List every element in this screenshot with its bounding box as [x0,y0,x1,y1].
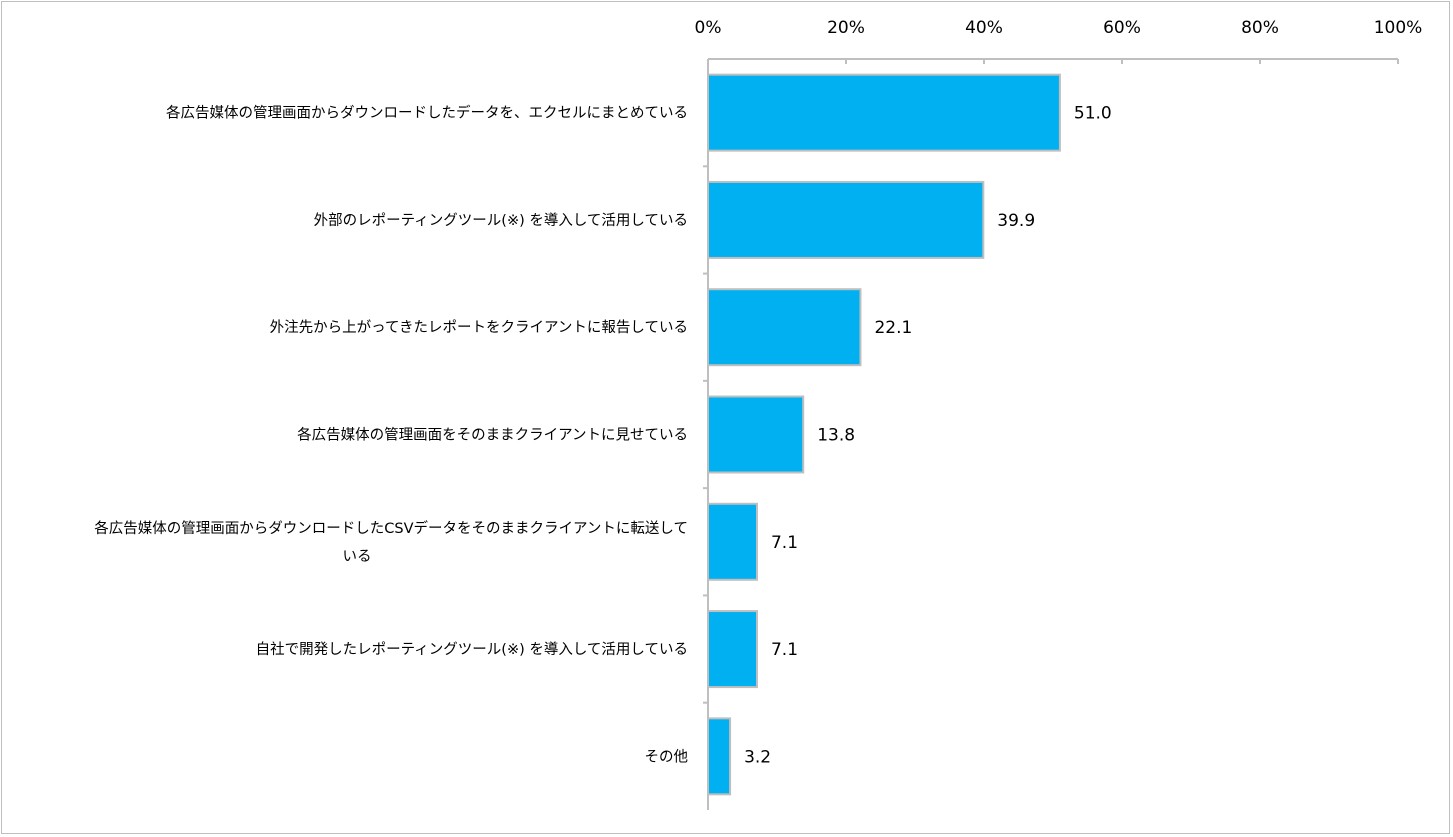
bar [707,610,758,689]
bar [707,395,805,474]
x-tick-label: 60% [1103,18,1141,38]
x-tick-label: 40% [965,18,1003,38]
bar [707,73,1061,152]
x-tick-label: 80% [1241,18,1279,38]
category-label: いる [343,549,372,565]
x-tick-label: 100% [1374,18,1423,38]
category-label: 外注先から上がってきたレポートをクライアントに報告している [270,319,688,336]
data-label: 3.2 [744,747,771,767]
data-label: 22.1 [874,318,912,338]
category-label: その他 [645,748,689,765]
bar [707,288,862,367]
data-label: 13.8 [817,426,855,446]
category-label: 自社で開発したレポーティングツール(※) を導入して活用している [256,641,688,658]
data-label: 7.1 [771,640,798,660]
x-tick-label: 0% [695,18,722,38]
category-label: 各広告媒体の管理画面からダウンロードしたデータを、エクセルにまとめている [166,104,688,122]
data-label: 7.1 [771,533,798,553]
bar [707,717,732,796]
x-tick-label: 20% [827,18,865,38]
data-label: 51.0 [1074,104,1112,124]
bar [707,502,758,581]
bar [707,180,985,259]
data-label: 39.9 [997,211,1035,231]
category-label: 外部のレポーティングツール(※) を導入して活用している [314,212,688,229]
category-label: 各広告媒体の管理画面をそのままクライアントに見せている [297,427,688,444]
category-label: 各広告媒体の管理画面からダウンロードしたCSVデータをそのままクライアントに転送… [94,519,688,537]
